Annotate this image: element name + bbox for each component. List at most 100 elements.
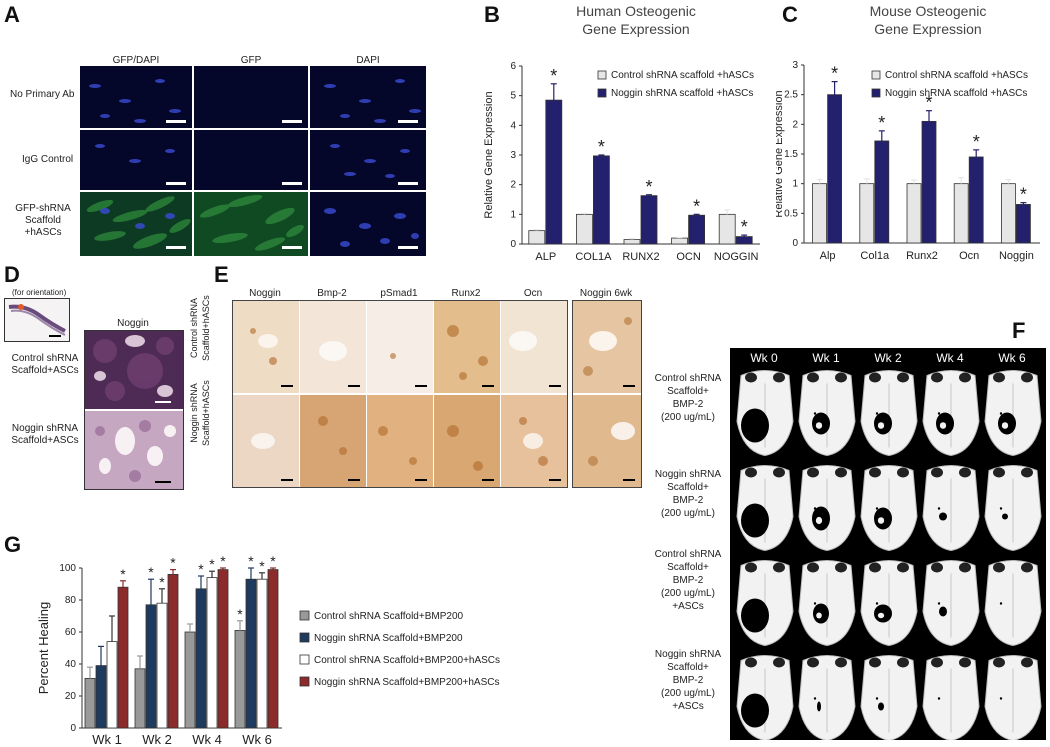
significance-star: * [925, 93, 932, 113]
bar [95, 665, 107, 729]
legend-label: Control shRNA scaffold +hASCs [611, 70, 754, 81]
ct-skull [922, 560, 980, 647]
bar [671, 237, 689, 245]
bar [528, 230, 546, 245]
skull-orbit [1021, 657, 1033, 668]
bar [195, 588, 207, 729]
skull-orbit [773, 372, 785, 383]
skull-orbit [897, 562, 909, 573]
significance-star: * [550, 66, 557, 86]
defect-speck [999, 507, 1003, 510]
ct-skull [922, 465, 980, 552]
significance-star: * [170, 555, 176, 571]
y-tick-label: 0.5 [784, 208, 798, 219]
bar [217, 569, 229, 729]
bar [267, 569, 279, 729]
panel-label-b: B [484, 2, 500, 27]
y-tick-label: 1 [792, 179, 798, 190]
significance-star: * [1020, 185, 1027, 205]
significance-star: * [831, 64, 838, 84]
chart-c-title-line2: Gene Expression [874, 21, 981, 37]
defect [878, 702, 884, 711]
panel-f-row-2: Noggin shRNA Scaffold+ BMP-2 (200 ug/mL) [654, 469, 722, 519]
skull-orbit [931, 372, 943, 383]
significance-star: * [741, 217, 748, 237]
category-label: RUNX2 [622, 251, 659, 262]
legend-swatch [597, 70, 607, 80]
panel-f-row-1: Control shRNA Scaffold+ BMP-2 (200 ug/mL… [654, 373, 722, 423]
chart-b: Human Osteogenic Gene Expression 0 1 2 3 4 5 6… [483, 3, 760, 262]
panel-e-col-noggin: Noggin [249, 288, 281, 299]
panel-e-col-ocn: Ocn [523, 288, 543, 299]
category-label: Wk 1 [92, 732, 122, 747]
defect-bone [815, 516, 823, 525]
skull-orbit [745, 562, 757, 573]
y-tick-label: 3 [510, 150, 516, 161]
panel-f-ct-grid [730, 348, 1046, 740]
y-tick-label: 3 [792, 60, 798, 71]
skull-orbit [1021, 467, 1033, 478]
panel-e-col-noggin-6wk: Noggin 6wk [579, 288, 633, 299]
ct-skull [798, 465, 856, 552]
significance-star: * [159, 574, 165, 590]
y-axis-label: Relative Gene Expression [483, 91, 495, 218]
panel-a-col-gfp-dapi: GFP/DAPI [112, 55, 160, 66]
panel-d-orientation-image [4, 298, 70, 342]
panel-d-histology [84, 330, 184, 490]
y-tick-label: 5 [510, 91, 516, 102]
bar [953, 183, 969, 244]
skull-orbit [773, 562, 785, 573]
bar [1000, 183, 1016, 244]
panel-e-col-psmad1: pSmad1 [380, 288, 418, 299]
legend-swatch [871, 88, 881, 98]
defect [741, 693, 769, 728]
panel-e-col-bmp2: Bmp-2 [317, 288, 347, 299]
panel-a-micrographs [80, 66, 426, 256]
bar [874, 140, 890, 244]
category-label: Col1a [860, 250, 890, 262]
legend-label: Noggin shRNA Scaffold+BMP200 [314, 633, 463, 644]
defect-bone [877, 517, 885, 524]
panel-a-micrograph-grid [80, 66, 426, 256]
bar [623, 239, 641, 245]
y-tick-label: 100 [59, 563, 76, 574]
category-label: Runx2 [906, 250, 938, 262]
category-label: Wk 2 [142, 732, 172, 747]
bar [245, 578, 257, 729]
ct-skull [736, 655, 794, 740]
bar [735, 236, 753, 245]
significance-star: * [259, 558, 265, 574]
panel-label-f: F [1012, 318, 1026, 343]
panel-f-col-wk6: Wk 6 [998, 351, 1026, 365]
category-label: COL1A [575, 251, 612, 262]
ct-skull [798, 655, 856, 740]
panel-f-col-wk0: Wk 0 [750, 351, 778, 365]
skull-orbit [807, 562, 819, 573]
defect-bone [877, 422, 885, 429]
panel-f-row-3: Control shRNA Scaffold+ BMP-2 (200 ug/mL… [654, 549, 722, 612]
defect [741, 408, 769, 443]
skull-orbit [931, 657, 943, 668]
y-tick-label: 60 [65, 627, 77, 638]
bar [688, 214, 706, 245]
bar [906, 183, 922, 244]
significance-star: * [198, 561, 204, 577]
y-axis-label: Relative Gene Expression [776, 90, 785, 217]
skull-orbit [835, 372, 847, 383]
defect-bone [815, 422, 823, 429]
skull-orbit [959, 562, 971, 573]
category-label: Wk 4 [192, 732, 222, 747]
defect-bone [939, 422, 947, 429]
significance-star: * [220, 553, 226, 569]
bar [184, 631, 196, 729]
bar [812, 183, 827, 244]
legend-swatch [299, 676, 310, 687]
legend-label: Control shRNA Scaffold+BMP200+hASCs [314, 655, 500, 666]
defect [1002, 513, 1008, 520]
bar [545, 99, 563, 245]
panel-d-row-control: Control shRNA Scaffold+ASCs [11, 353, 79, 376]
bar [256, 578, 268, 729]
legend-label: Control shRNA Scaffold+BMP200 [314, 611, 464, 622]
y-tick-label: 0 [792, 238, 798, 249]
skull-orbit [993, 372, 1005, 383]
